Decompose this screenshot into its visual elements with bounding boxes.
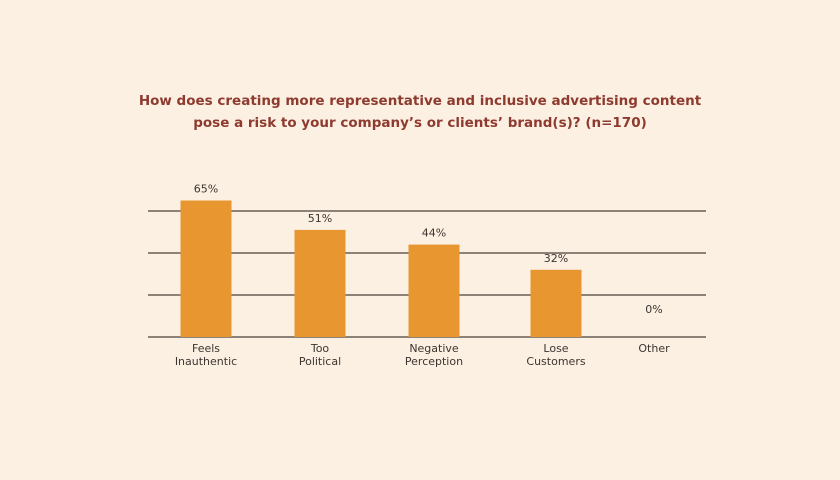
category-label-4: Other [638,342,670,355]
category-label-2: Negative Perception [405,342,463,368]
category-label-3: Lose Customers [526,342,585,368]
data-label-4: 0% [645,303,662,316]
chart-title-line-1: How does creating more representative an… [138,93,702,109]
data-label-1: 51% [308,212,332,225]
bar-0 [180,200,232,337]
data-label-0: 65% [194,183,218,196]
chart-title-line-2: pose a risk to your company’s or clients… [193,115,647,131]
category-label-0: Feels Inauthentic [175,342,237,368]
bar-2 [408,244,460,337]
category-label-1: Too Political [299,342,341,368]
data-label-2: 44% [422,227,446,240]
bar-1 [294,229,346,337]
chart-title: How does creating more representative an… [0,90,840,134]
bar-3 [530,269,582,337]
data-label-3: 32% [544,252,568,265]
